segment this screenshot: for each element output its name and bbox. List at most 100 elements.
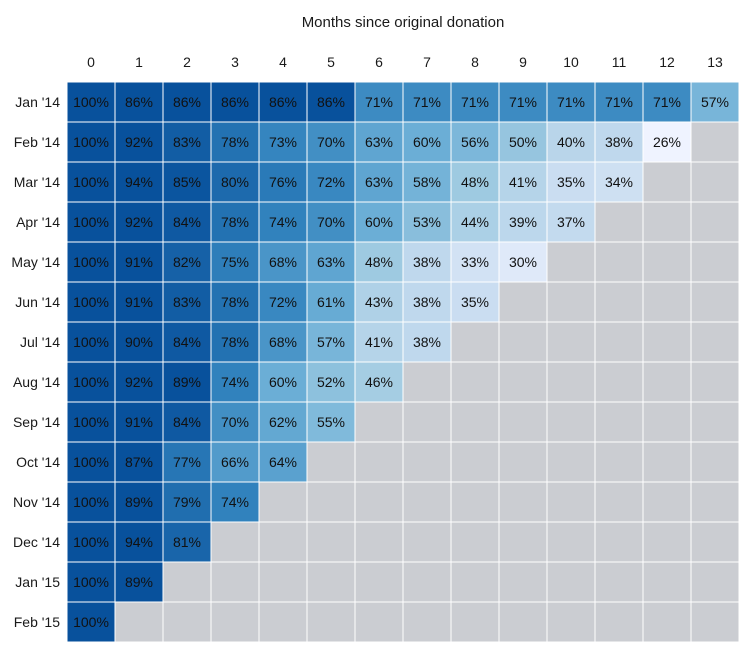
heatmap-cell-empty <box>642 441 692 483</box>
heatmap-cell <box>402 81 452 123</box>
heatmap-cell-empty <box>450 361 500 403</box>
heatmap-cell <box>210 121 260 163</box>
heatmap-cell <box>498 81 548 123</box>
heatmap-cell <box>66 281 116 323</box>
cell-value-label: 92% <box>125 374 153 390</box>
cell-value-label: 64% <box>269 454 297 470</box>
heatmap-cell <box>450 121 500 163</box>
cell-value-label: 100% <box>73 214 109 230</box>
heatmap-cell-empty <box>690 521 740 563</box>
heatmap-cell-empty <box>450 601 500 643</box>
y-tick-label: Feb '14 <box>14 134 60 150</box>
y-tick-label: Dec '14 <box>13 534 60 550</box>
heatmap-cell-empty <box>402 401 452 443</box>
heatmap-cell <box>306 121 356 163</box>
cell-value-label: 39% <box>509 214 537 230</box>
cell-value-label: 62% <box>269 414 297 430</box>
cell-value-label: 70% <box>317 214 345 230</box>
heatmap-cell <box>306 201 356 243</box>
heatmap-cell-empty <box>306 481 356 523</box>
cell-value-label: 60% <box>365 214 393 230</box>
cell-value-label: 91% <box>125 294 153 310</box>
cell-value-label: 52% <box>317 374 345 390</box>
heatmap-cell <box>546 201 596 243</box>
heatmap-cell-labels: 100% 86% 86% 86% 86% 86% 71% 71% 71% 71% 71% 71% 71%… <box>73 94 729 630</box>
heatmap-cell-empty <box>258 481 308 523</box>
heatmap-cell <box>450 161 500 203</box>
cell-value-label: 71% <box>365 94 393 110</box>
heatmap-cell-empty <box>306 441 356 483</box>
x-tick-label: 10 <box>563 54 579 70</box>
heatmap-cell <box>66 201 116 243</box>
heatmap-cell-empty <box>498 601 548 643</box>
cell-value-label: 60% <box>413 134 441 150</box>
cell-value-label: 86% <box>269 94 297 110</box>
heatmap-cell-empty <box>114 601 164 643</box>
heatmap-cell-empty <box>594 241 644 283</box>
cell-value-label: 74% <box>221 494 249 510</box>
heatmap-cell <box>210 401 260 443</box>
y-tick-label: Apr '14 <box>16 214 60 230</box>
heatmap-cell-empty <box>258 561 308 603</box>
cell-value-label: 73% <box>269 134 297 150</box>
cell-value-label: 38% <box>413 294 441 310</box>
cell-value-label: 91% <box>125 414 153 430</box>
cell-value-label: 71% <box>509 94 537 110</box>
heatmap-cell-empty <box>258 601 308 643</box>
cell-value-label: 87% <box>125 454 153 470</box>
cell-value-label: 74% <box>221 374 249 390</box>
cell-value-label: 71% <box>605 94 633 110</box>
cell-value-label: 66% <box>221 454 249 470</box>
cell-value-label: 84% <box>173 414 201 430</box>
cell-value-label: 100% <box>73 454 109 470</box>
cell-value-label: 58% <box>413 174 441 190</box>
heatmap-cell <box>258 121 308 163</box>
heatmap-cell <box>306 361 356 403</box>
cell-value-label: 43% <box>365 294 393 310</box>
heatmap-cell-empty <box>498 521 548 563</box>
y-tick-label: Jul '14 <box>20 334 60 350</box>
heatmap-cell-empty <box>450 401 500 443</box>
heatmap-cell <box>402 321 452 363</box>
cell-value-label: 71% <box>461 94 489 110</box>
cell-value-label: 100% <box>73 174 109 190</box>
cell-value-label: 48% <box>365 254 393 270</box>
cell-value-label: 44% <box>461 214 489 230</box>
heatmap-cell-empty <box>642 481 692 523</box>
cell-value-label: 71% <box>653 94 681 110</box>
cell-value-label: 41% <box>509 174 537 190</box>
heatmap-cell <box>210 161 260 203</box>
heatmap-cell <box>690 81 740 123</box>
heatmap-cell <box>642 121 692 163</box>
heatmap-cell-empty <box>210 601 260 643</box>
cell-value-label: 91% <box>125 254 153 270</box>
y-tick-label: May '14 <box>11 254 60 270</box>
cell-value-label: 89% <box>125 494 153 510</box>
x-tick-label: 12 <box>659 54 675 70</box>
heatmap-cell-empty <box>546 361 596 403</box>
heatmap-cell-empty <box>690 441 740 483</box>
cell-value-label: 60% <box>269 374 297 390</box>
heatmap-cell-empty <box>546 561 596 603</box>
heatmap-cell <box>162 121 212 163</box>
heatmap-cell-empty <box>450 441 500 483</box>
heatmap-cell <box>354 281 404 323</box>
heatmap-cell-empty <box>498 481 548 523</box>
heatmap-cell <box>210 281 260 323</box>
heatmap-cell-empty <box>546 521 596 563</box>
cell-value-label: 86% <box>317 94 345 110</box>
cell-value-label: 85% <box>173 174 201 190</box>
heatmap-cell-empty <box>690 161 740 203</box>
heatmap-cell-empty <box>690 321 740 363</box>
cell-value-label: 38% <box>605 134 633 150</box>
cell-value-label: 76% <box>269 174 297 190</box>
heatmap-cell-empty <box>642 521 692 563</box>
cell-value-label: 84% <box>173 214 201 230</box>
heatmap-cell <box>210 481 260 523</box>
cell-value-label: 56% <box>461 134 489 150</box>
cell-value-label: 55% <box>317 414 345 430</box>
heatmap-cell-empty <box>642 561 692 603</box>
heatmap-cell-empty <box>690 241 740 283</box>
heatmap-cell-empty <box>450 481 500 523</box>
y-tick-label: Sep '14 <box>13 414 60 430</box>
